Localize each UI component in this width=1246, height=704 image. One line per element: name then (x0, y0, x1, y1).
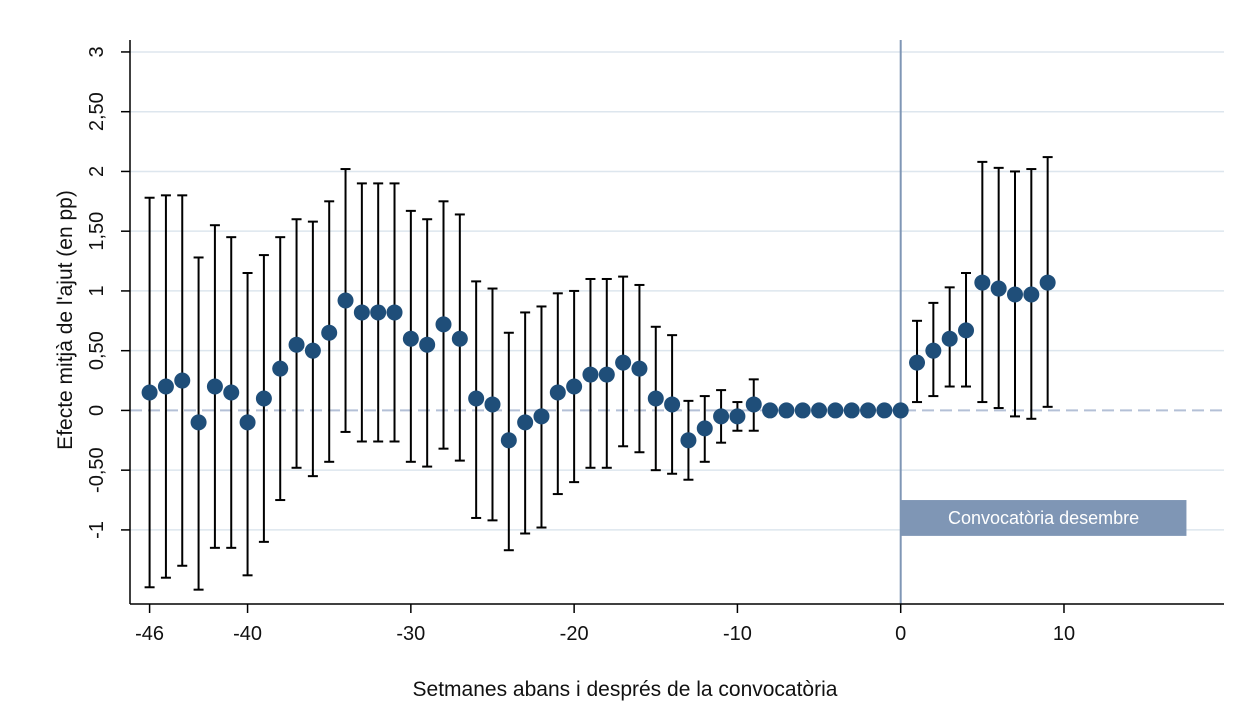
y-tick-label-5: 1,50 (86, 212, 108, 251)
data-point-7 (255, 390, 272, 407)
x-tick-label-2: -30 (396, 623, 425, 645)
x-axis-ticks: -46 -40 -30 -20 -10 0 10 (135, 604, 1075, 645)
data-point-20 (468, 390, 485, 407)
data-point-45 (876, 402, 893, 419)
data-point-26 (566, 378, 583, 395)
data-point-19 (451, 330, 468, 347)
data-point-38 (762, 402, 779, 419)
y-tick-label-1: -0,50 (86, 447, 108, 493)
data-point-32 (664, 396, 681, 413)
y-axis-ticks: -1 -0,50 0 0,50 1 1,50 2 2,50 3 (86, 46, 130, 539)
data-point-35 (713, 408, 730, 425)
data-point-42 (827, 402, 844, 419)
data-point-43 (843, 402, 860, 419)
data-point-13 (353, 304, 370, 321)
axes (129, 40, 1224, 605)
annotation: Convocatòria desembre (900, 500, 1187, 536)
data-point-27 (582, 366, 599, 383)
data-point-0 (141, 384, 158, 401)
data-point-14 (370, 304, 387, 321)
data-point-36 (729, 408, 746, 425)
data-point-47 (909, 354, 926, 371)
data-point-12 (337, 292, 354, 309)
data-point-11 (321, 324, 338, 341)
data-point-4 (206, 378, 223, 395)
data-point-24 (533, 408, 550, 425)
data-point-30 (631, 360, 648, 377)
data-point-28 (598, 366, 615, 383)
data-point-9 (288, 336, 305, 353)
y-tick-label-3: 0,50 (86, 331, 108, 370)
annotation-box (900, 500, 1187, 536)
data-point-33 (680, 432, 697, 449)
data-point-1 (157, 378, 174, 395)
y-tick-label-0: -1 (86, 521, 108, 539)
x-tick-label-0: -46 (135, 623, 164, 645)
data-point-6 (239, 414, 256, 431)
x-axis-title: Setmanes abans i després de la convocatò… (413, 678, 838, 701)
data-point-41 (811, 402, 828, 419)
data-point-40 (794, 402, 811, 419)
x-tick-label-4: -10 (723, 623, 752, 645)
data-point-52 (990, 280, 1007, 297)
data-point-55 (1039, 274, 1056, 291)
data-point-39 (778, 402, 795, 419)
data-point-50 (958, 322, 975, 339)
data-point-15 (386, 304, 403, 321)
data-point-31 (647, 390, 664, 407)
data-point-48 (925, 342, 942, 359)
data-point-46 (892, 402, 909, 419)
data-point-37 (745, 396, 762, 413)
data-point-22 (500, 432, 517, 449)
y-tick-label-7: 2,50 (86, 92, 108, 131)
data-point-23 (517, 414, 534, 431)
x-tick-label-1: -40 (233, 623, 262, 645)
data-point-5 (223, 384, 240, 401)
data-point-10 (304, 342, 321, 359)
data-point-54 (1023, 286, 1040, 303)
data-point-44 (860, 402, 877, 419)
point-markers (141, 274, 1056, 449)
data-point-51 (974, 274, 991, 291)
data-point-25 (549, 384, 566, 401)
x-tick-label-5: 0 (895, 623, 906, 645)
data-point-16 (402, 330, 419, 347)
annotation-label: Convocatòria desembre (948, 508, 1139, 528)
y-tick-label-4: 1 (86, 285, 108, 296)
data-point-34 (696, 420, 713, 437)
y-axis-title: Efecte mitjà de l'ajut (en pp) (54, 190, 77, 450)
data-point-8 (272, 360, 289, 377)
y-tick-label-6: 2 (86, 166, 108, 177)
data-point-2 (174, 372, 191, 389)
x-tick-label-6: 10 (1053, 623, 1075, 645)
data-point-53 (1006, 286, 1023, 303)
data-point-49 (941, 330, 958, 347)
y-tick-label-8: 3 (86, 46, 108, 57)
y-tick-label-2: 0 (86, 405, 108, 416)
data-point-18 (435, 316, 452, 333)
data-point-3 (190, 414, 207, 431)
x-tick-label-3: -20 (560, 623, 589, 645)
data-point-21 (484, 396, 501, 413)
data-point-29 (615, 354, 632, 371)
data-point-17 (419, 336, 436, 353)
